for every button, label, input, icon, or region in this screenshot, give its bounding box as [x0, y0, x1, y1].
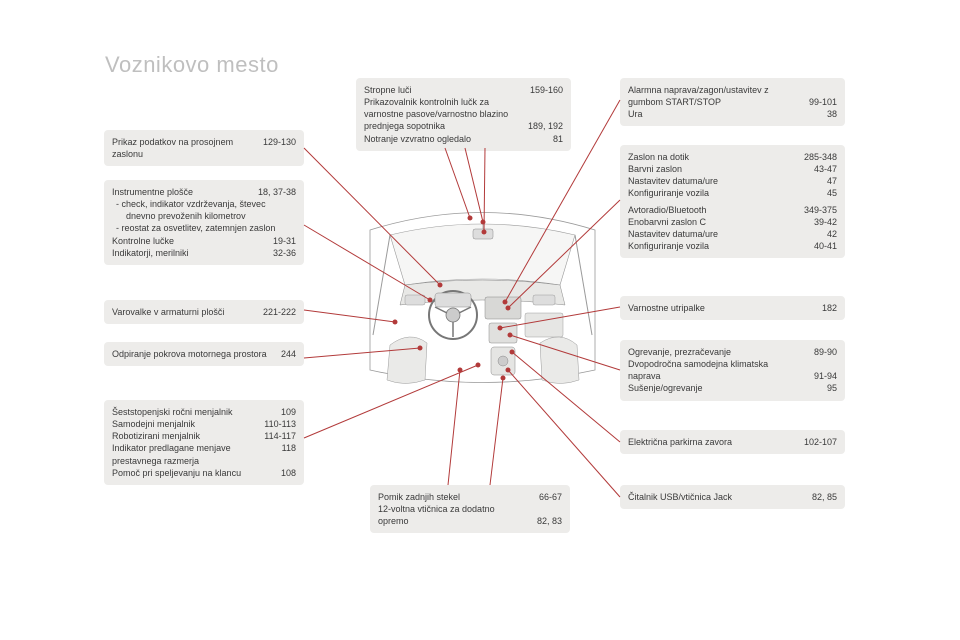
label: Indikator predlagane menjave prestavnega… [112, 442, 276, 466]
page-title: Voznikovo mesto [105, 52, 279, 78]
pages: 114-117 [258, 430, 296, 442]
pages: 43-47 [808, 163, 837, 175]
pages: 38 [821, 108, 837, 120]
pages: 18, 37-38 [252, 186, 296, 198]
pages: 66-67 [533, 491, 562, 503]
label: Pomoč pri speljevanju na klancu [112, 467, 275, 479]
label: Konfiguriranje vozila [628, 240, 808, 252]
pages: 118 [276, 442, 296, 466]
label: Čitalnik USB/vtičnica Jack [628, 491, 806, 503]
label: Ura [628, 108, 821, 120]
box-ogrevanje: Ogrevanje, prezračevanje89-90 Dvopodročn… [620, 340, 845, 401]
box-menjalnik: Šeststopenjski ročni menjalnik109 Samode… [104, 400, 304, 485]
label: 12-voltna vtičnica za dodatno opremo [378, 503, 531, 527]
box-varnostne: Varnostne utripalke182 [620, 296, 845, 320]
label: Notranje vzvratno ogledalo [364, 133, 547, 145]
box-alarmna: Alarmna naprava/zagon/ustavitev z gumbom… [620, 78, 845, 126]
label: Nastavitev datuma/ure [628, 228, 821, 240]
pages: 82, 85 [806, 491, 837, 503]
label: Varnostne utripalke [628, 302, 816, 314]
pages: 32-36 [267, 247, 296, 259]
label: Odpiranje pokrova motornega prostora [112, 348, 275, 360]
label: Prikazovalnik kontrolnih lučk za varnost… [364, 96, 522, 132]
box-varovalke: Varovalke v armaturni plošči221-222 [104, 300, 304, 324]
pages: 129-130 [257, 136, 296, 160]
label: Robotizirani menjalnik [112, 430, 258, 442]
pages: 89-90 [808, 346, 837, 358]
pages: 110-113 [258, 418, 296, 430]
label: Barvni zaslon [628, 163, 808, 175]
label: Električna parkirna zavora [628, 436, 798, 448]
label: Enobarvni zaslon C [628, 216, 808, 228]
pages: 102-107 [798, 436, 837, 448]
label: Pomik zadnjih stekel [378, 491, 533, 503]
label: Alarmna naprava/zagon/ustavitev z gumbom… [628, 84, 803, 108]
label: Zaslon na dotik [628, 151, 798, 163]
label: Šeststopenjski ročni menjalnik [112, 406, 275, 418]
pages: 99-101 [803, 96, 837, 108]
box-odpiranje: Odpiranje pokrova motornega prostora244 [104, 342, 304, 366]
label: Varovalke v armaturni plošči [112, 306, 257, 318]
pages: 108 [275, 467, 296, 479]
label: Sušenje/ogrevanje [628, 382, 821, 394]
pages: 244 [275, 348, 296, 360]
box-zaslon: Zaslon na dotik285-348 Barvni zaslon43-4… [620, 145, 845, 258]
box-pomik: Pomik zadnjih stekel66-67 12-voltna vtič… [370, 485, 570, 533]
label: Stropne luči [364, 84, 524, 96]
pages: 285-348 [798, 151, 837, 163]
pages: 42 [821, 228, 837, 240]
pages: 40-41 [808, 240, 837, 252]
box-prikaz: Prikaz podatkov na prosojnem zaslonu129-… [104, 130, 304, 166]
pages: 45 [821, 187, 837, 199]
pages: 95 [821, 382, 837, 394]
label: Konfiguriranje vozila [628, 187, 821, 199]
pages: 39-42 [808, 216, 837, 228]
box-instrumentne: Instrumentne plošče18, 37-38 - check, in… [104, 180, 304, 265]
bullet: - reostat za osvetlitev, zatemnjen zaslo… [112, 222, 296, 234]
pages: 109 [275, 406, 296, 418]
pages: 91-94 [808, 370, 837, 382]
bullet: - check, indikator vzdrževanja, števec d… [112, 198, 296, 222]
pages: 159-160 [524, 84, 563, 96]
box-citalnik: Čitalnik USB/vtičnica Jack82, 85 [620, 485, 845, 509]
pages: 81 [547, 133, 563, 145]
label: Avtoradio/Bluetooth [628, 204, 798, 216]
pages: 82, 83 [531, 515, 562, 527]
label: Prikaz podatkov na prosojnem zaslonu [112, 136, 257, 160]
pages: 349-375 [798, 204, 837, 216]
label: Indikatorji, merilniki [112, 247, 267, 259]
label: Instrumentne plošče [112, 186, 252, 198]
pages: 47 [821, 175, 837, 187]
label: Ogrevanje, prezračevanje [628, 346, 808, 358]
label: Samodejni menjalnik [112, 418, 258, 430]
box-stropne: Stropne luči159-160 Prikazovalnik kontro… [356, 78, 571, 151]
pages: 221-222 [257, 306, 296, 318]
label: Kontrolne lučke [112, 235, 267, 247]
box-elektricna: Električna parkirna zavora102-107 [620, 430, 845, 454]
label: Nastavitev datuma/ure [628, 175, 821, 187]
pages: 19-31 [267, 235, 296, 247]
pages: 182 [816, 302, 837, 314]
dashboard-illustration [365, 195, 600, 395]
pages: 189, 192 [522, 120, 563, 132]
label: Dvopodročna samodejna klimatska naprava [628, 358, 808, 382]
